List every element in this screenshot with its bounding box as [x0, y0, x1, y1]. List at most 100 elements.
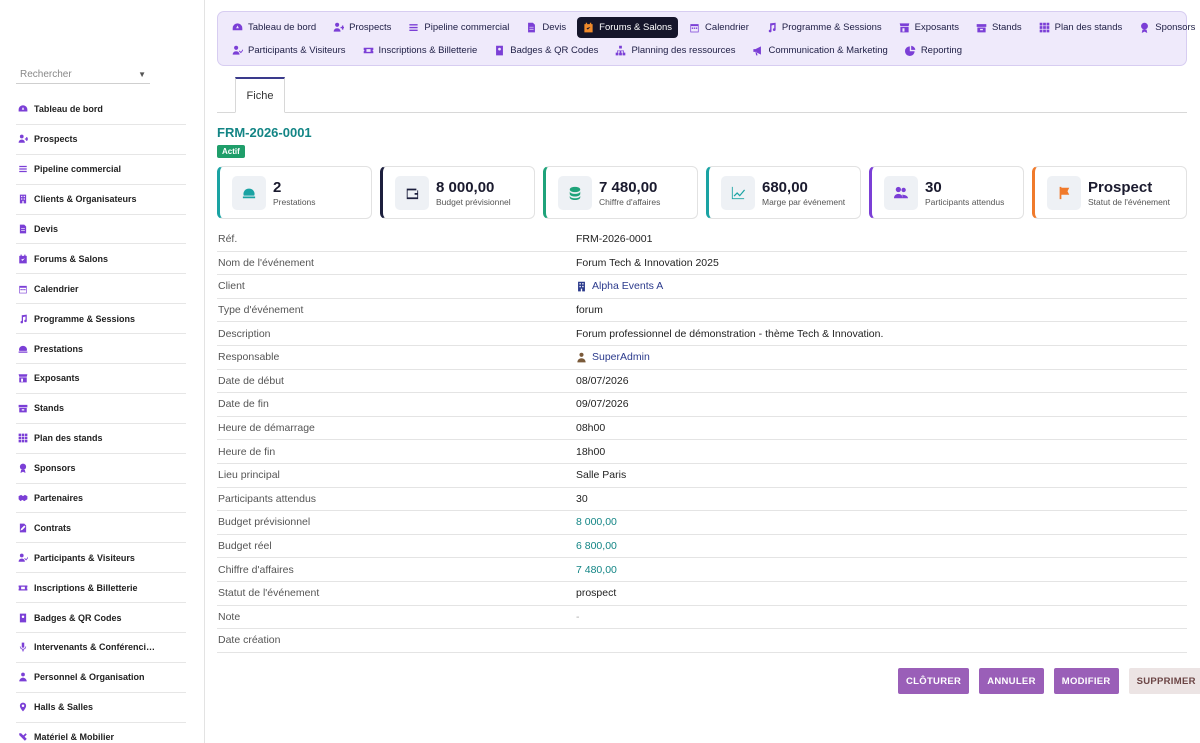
- sidebar-item-clients-organisateurs[interactable]: Clients & Organisateurs: [16, 185, 186, 215]
- detail-value: 6 800,00: [576, 540, 617, 552]
- top-nav-item-label: Pipeline commercial: [424, 22, 510, 33]
- gauge-icon: [232, 22, 243, 33]
- top-nav-item-exposants[interactable]: Exposants: [893, 17, 965, 38]
- sidebar-item-tableau-de-bord[interactable]: Tableau de bord: [16, 95, 186, 125]
- detail-value: 08/07/2026: [576, 375, 629, 387]
- box-icon: [976, 22, 987, 33]
- sidebar-item-prestations[interactable]: Prestations: [16, 334, 186, 365]
- top-nav-item-badges-qr-codes[interactable]: Badges & QR Codes: [488, 40, 604, 61]
- supprimer-button[interactable]: SUPPRIMER: [1128, 668, 1200, 694]
- detail-row: Chiffre d'affaires 7 480,00: [217, 558, 1187, 582]
- top-nav-item-label: Tableau de bord: [248, 22, 317, 33]
- sidebar-item-stands[interactable]: Stands: [16, 394, 186, 424]
- sidebar-item-materiel-mobilier[interactable]: Matériel & Mobilier: [16, 723, 186, 743]
- top-nav-row-1: Tableau de bord Prospects Pipeline commerc…: [226, 16, 1195, 39]
- detail-value-text: 8 000,00: [576, 516, 617, 529]
- detail-value: Forum Tech & Innovation 2025: [576, 257, 719, 269]
- sidebar-item-programme-sessions[interactable]: Programme & Sessions: [16, 304, 186, 335]
- detail-row: Date création: [217, 629, 1187, 653]
- sidebar-item-forums-salons[interactable]: Forums & Salons: [16, 244, 186, 275]
- detail-label: Chiffre d'affaires: [218, 563, 294, 576]
- detail-value-text: Salle Paris: [576, 469, 627, 482]
- sidebar-item-label: Inscriptions & Billetterie: [34, 582, 138, 593]
- action-buttons: CLÔTURER ANNULER MODIFIER SUPPRIMER: [898, 668, 1200, 694]
- kpi-card: 8 000,00 Budget prévisionnel: [380, 166, 535, 219]
- bullhorn-icon: [752, 45, 763, 56]
- kpi-label: Participants attendus: [925, 196, 1005, 207]
- kpi-label: Budget prévisionnel: [436, 196, 511, 207]
- top-nav-item-plan-des-stands[interactable]: Plan des stands: [1033, 17, 1129, 38]
- sidebar-item-label: Clients & Organisateurs: [34, 194, 137, 205]
- detail-row: Heure de démarrage 08h00: [217, 417, 1187, 441]
- top-nav-item-devis[interactable]: Devis: [520, 17, 572, 38]
- top-nav-item-label: Devis: [542, 22, 567, 33]
- cloturer-button[interactable]: CLÔTURER: [898, 668, 970, 694]
- annuler-button[interactable]: ANNULER: [979, 668, 1044, 694]
- sidebar-item-devis[interactable]: Devis: [16, 215, 186, 245]
- sidebar-item-exposants[interactable]: Exposants: [16, 364, 186, 394]
- detail-value-text: FRM-2026-0001: [576, 233, 653, 246]
- detail-value: forum: [576, 304, 603, 316]
- detail-row: Statut de l'événement prospect: [217, 582, 1187, 606]
- sidebar-search-select[interactable]: Rechercher ▼: [16, 66, 150, 84]
- calendar-check-icon: [16, 252, 30, 266]
- sidebar-item-calendrier[interactable]: Calendrier: [16, 274, 186, 305]
- sidebar-item-label: Stands: [34, 403, 65, 414]
- top-nav-item-sponsors[interactable]: Sponsors: [1133, 17, 1200, 38]
- box-icon: [16, 401, 30, 415]
- top-nav-item-label: Participants & Visiteurs: [248, 45, 346, 56]
- sidebar-item-badges-qr-codes[interactable]: Badges & QR Codes: [16, 603, 186, 634]
- sidebar-item-label: Halls & Salles: [34, 702, 94, 713]
- detail-value: Forum professionnel de démonstration - t…: [576, 328, 883, 340]
- sidebar-item-inscriptions-billetterie[interactable]: Inscriptions & Billetterie: [16, 573, 186, 604]
- detail-value-text: 7 480,00: [576, 563, 617, 576]
- detail-label: Type d'événement: [218, 304, 304, 317]
- sidebar-item-partenaires[interactable]: Partenaires: [16, 484, 186, 514]
- top-nav-item-participants-visiteurs[interactable]: Participants & Visiteurs: [226, 40, 352, 61]
- sidebar-item-halls-salles[interactable]: Halls & Salles: [16, 693, 186, 723]
- detail-value[interactable]: Alpha Events A: [576, 280, 663, 292]
- detail-label: Description: [218, 327, 271, 340]
- top-nav-item-planning-des-ressources[interactable]: Planning des ressources: [609, 40, 741, 61]
- sidebar-item-personnel-organisation[interactable]: Personnel & Organisation: [16, 663, 186, 693]
- top-nav-item-communication-marketing[interactable]: Communication & Marketing: [746, 40, 893, 61]
- top-nav-item-calendrier[interactable]: Calendrier: [683, 17, 755, 38]
- top-nav-item-stands[interactable]: Stands: [970, 17, 1028, 38]
- sidebar-item-sponsors[interactable]: Sponsors: [16, 454, 186, 484]
- top-nav-item-tableau-de-bord[interactable]: Tableau de bord: [226, 17, 322, 38]
- file-icon: [526, 22, 537, 33]
- detail-row: Type d'événement forum: [217, 299, 1187, 323]
- sidebar-item-participants-visiteurs[interactable]: Participants & Visiteurs: [16, 543, 186, 574]
- detail-label: Participants attendus: [218, 492, 317, 505]
- id-badge-icon: [16, 611, 30, 625]
- sidebar-item-intervenants-conferenci[interactable]: Intervenants & Conférenci…: [16, 633, 186, 663]
- detail-value: FRM-2026-0001: [576, 233, 652, 245]
- sidebar-item-contrats[interactable]: Contrats: [16, 513, 186, 544]
- sidebar-item-label: Programme & Sessions: [34, 313, 136, 324]
- building-icon: [16, 192, 30, 206]
- sidebar-item-pipeline-commercial[interactable]: Pipeline commercial: [16, 155, 186, 185]
- sidebar-item-plan-des-stands[interactable]: Plan des stands: [16, 424, 186, 454]
- top-nav-item-forums-salons[interactable]: Forums & Salons: [577, 17, 679, 38]
- top-nav-item-inscriptions-billetterie[interactable]: Inscriptions & Billetterie: [357, 40, 484, 61]
- sidebar-item-label: Exposants: [34, 373, 80, 384]
- top-nav-item-prospects[interactable]: Prospects: [327, 17, 397, 38]
- sidebar-item-label: Sponsors: [34, 463, 76, 474]
- top-nav-item-reporting[interactable]: Reporting: [899, 40, 968, 61]
- detail-value[interactable]: SuperAdmin: [576, 351, 650, 363]
- page-title: FRM-2026-0001: [217, 125, 312, 140]
- sidebar-item-prospects[interactable]: Prospects: [16, 125, 186, 155]
- kpi-label: Statut de l'événement: [1088, 196, 1170, 207]
- sidebar-item-label: Forums & Salons: [34, 253, 109, 264]
- detail-row: Note -: [217, 606, 1187, 630]
- tools-icon: [16, 730, 30, 743]
- detail-value: 8 000,00: [576, 516, 617, 528]
- map-marker-icon: [16, 700, 30, 714]
- top-nav-item-pipeline-commercial[interactable]: Pipeline commercial: [402, 17, 515, 38]
- detail-label: Réf.: [218, 233, 238, 246]
- top-nav-item-label: Inscriptions & Billetterie: [378, 45, 478, 56]
- modifier-button[interactable]: MODIFIER: [1053, 668, 1119, 694]
- tab-fiche[interactable]: Fiche: [235, 77, 285, 113]
- top-nav-item-programme-sessions[interactable]: Programme & Sessions: [760, 17, 888, 38]
- detail-label: Heure de démarrage: [218, 422, 315, 435]
